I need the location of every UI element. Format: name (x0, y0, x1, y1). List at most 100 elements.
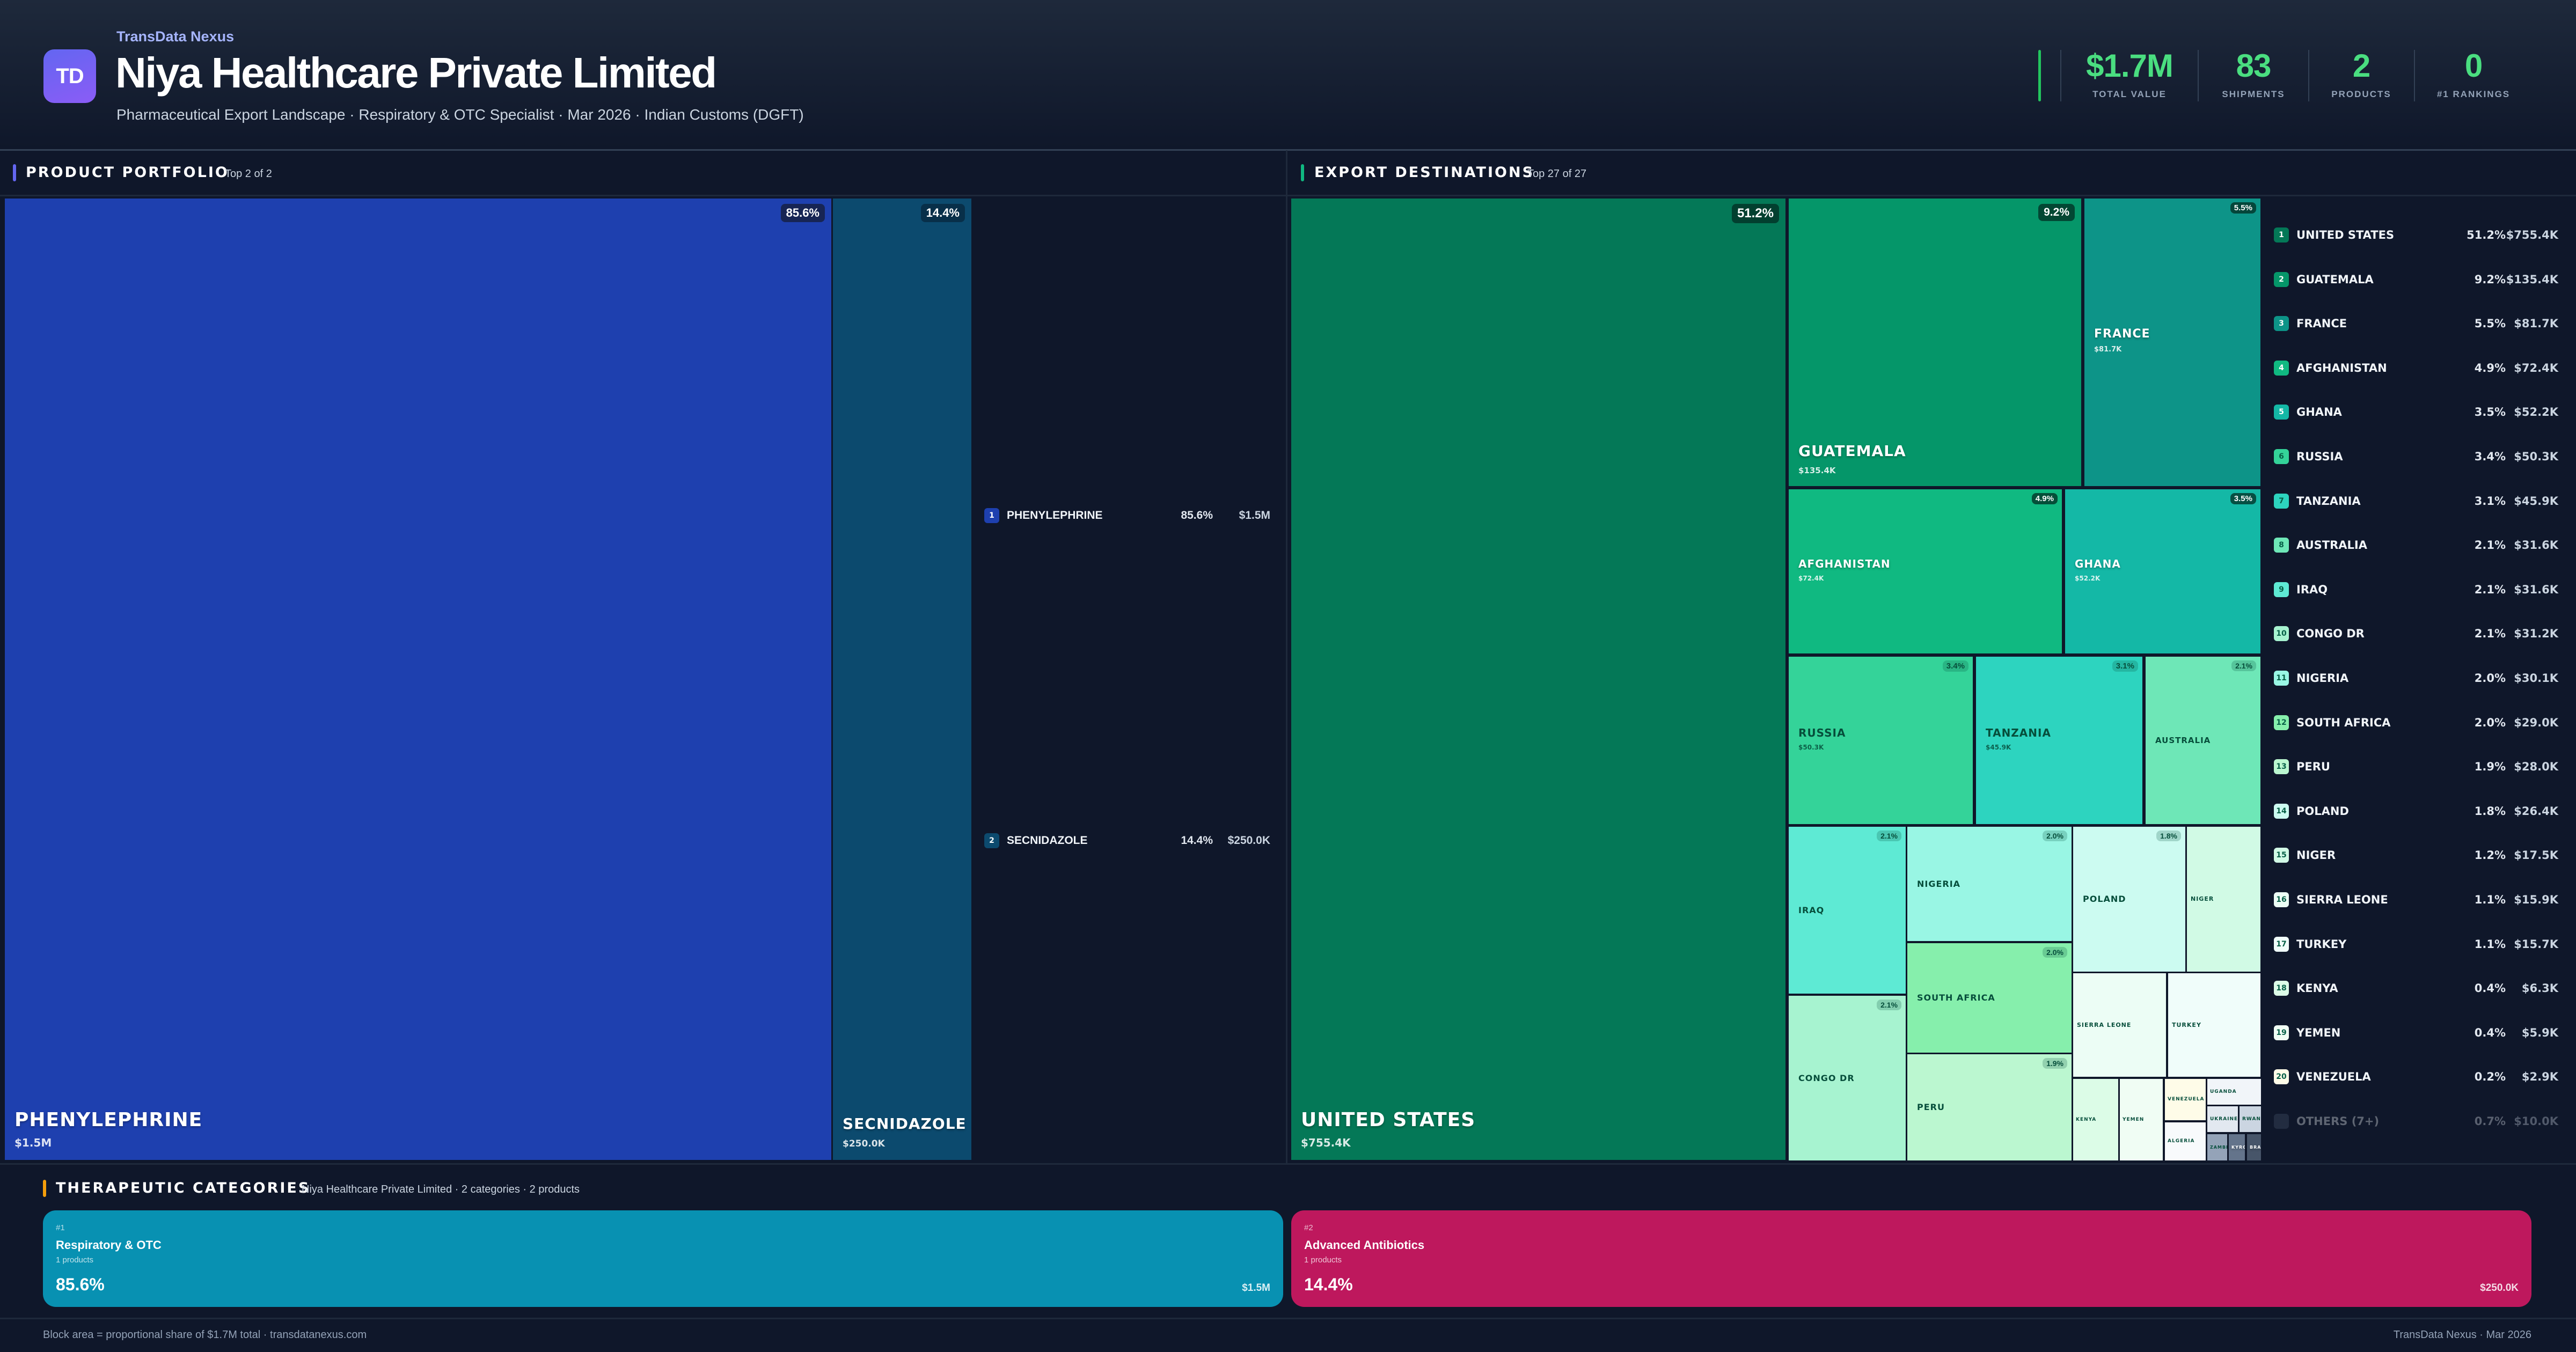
legend-row[interactable]: 16 SIERRA LEONE 1.1% $15.9K (2274, 890, 2574, 909)
country-name: TANZANIA (1986, 726, 2051, 739)
product-cell[interactable]: PHENYLEPHRINE $1.5M 85.6% (5, 199, 831, 1160)
legend-name: SOUTH AFRICA (2296, 716, 2391, 729)
legend-row[interactable]: 9 IRAQ 2.1% $31.6K (2274, 580, 2574, 599)
country-name: VENEZUELA (2168, 1097, 2205, 1103)
country-name: UGANDA (2210, 1089, 2237, 1094)
pct-badge: 3.1% (2112, 660, 2138, 672)
stat-label: PRODUCTS (2331, 89, 2391, 99)
destination-cell[interactable]: GHANA $52.2K 3.5% (2065, 489, 2260, 653)
destination-cell[interactable]: UNITED STATES $755.4K 51.2% (1291, 199, 1785, 1160)
legend-row[interactable]: 14 POLAND 1.8% $26.4K (2274, 802, 2574, 821)
legend-value: $15.7K (2514, 937, 2558, 951)
destination-cell[interactable]: KYRGYZSTAN (2229, 1134, 2245, 1160)
destination-cell[interactable]: YEMEN (2120, 1079, 2163, 1160)
destination-cell[interactable]: UKRAINE (2207, 1106, 2238, 1132)
country-name: BRAZIL (2250, 1144, 2261, 1150)
category-rank: #1 (56, 1223, 65, 1232)
destination-cell[interactable]: RUSSIA $50.3K 3.4% (1789, 657, 1973, 824)
stat-divider (2308, 50, 2309, 101)
destination-cell[interactable]: TURKEY (2168, 973, 2260, 1077)
country-name: NIGERIA (1917, 878, 1961, 889)
destination-cell[interactable]: ZAMBIA (2207, 1134, 2227, 1160)
legend-row[interactable]: 8 AUSTRALIA 2.1% $31.6K (2274, 535, 2574, 555)
legend-name: FRANCE (2296, 317, 2347, 330)
legend-value: $52.2K (2514, 406, 2558, 419)
legend-row[interactable]: 5 GHANA 3.5% $52.2K (2274, 402, 2574, 422)
legend-value: $81.7K (2514, 317, 2558, 330)
destination-cell[interactable]: ALGERIA (2165, 1122, 2206, 1160)
legend-name: TURKEY (2296, 937, 2347, 951)
rank-badge: 11 (2274, 671, 2289, 686)
rank-badge: 3 (2274, 316, 2289, 332)
destination-cell[interactable]: BRAZIL (2247, 1134, 2261, 1160)
destination-cell[interactable]: AFGHANISTAN $72.4K 4.9% (1789, 489, 2062, 653)
stat-value: 2 (2352, 48, 2370, 84)
legend-value: $31.2K (2514, 627, 2558, 641)
legend-row[interactable]: 6 RUSSIA 3.4% $50.3K (2274, 447, 2574, 466)
legend-row[interactable]: 11 NIGERIA 2.0% $30.1K (2274, 668, 2574, 688)
legend-pct: 3.5% (2474, 406, 2506, 419)
legend-row[interactable]: 19 YEMEN 0.4% $5.9K (2274, 1023, 2574, 1042)
legend-value: $29.0K (2514, 716, 2558, 729)
legend-name: YEMEN (2296, 1026, 2341, 1039)
pct-badge: 3.4% (1942, 660, 1968, 672)
legend-value: $26.4K (2514, 804, 2558, 818)
legend-row[interactable]: 7 TANZANIA 3.1% $45.9K (2274, 491, 2574, 511)
country-value: $81.7K (2094, 346, 2122, 354)
rank-badge: 15 (2274, 848, 2289, 863)
destination-cell[interactable]: IRAQ 2.1% (1789, 827, 1906, 994)
destination-cell[interactable]: PERU 1.9% (1907, 1054, 2072, 1160)
rank-badge: 12 (2274, 715, 2289, 730)
destination-cell[interactable]: GUATEMALA $135.4K 9.2% (1789, 199, 2081, 486)
category-card[interactable]: #1 Respiratory & OTC 1 products 85.6% $1… (43, 1210, 1283, 1307)
legend-name: VENEZUELA (2296, 1070, 2371, 1084)
legend-row[interactable]: OTHERS (7+) 0.7% $10.0K (2274, 1112, 2574, 1131)
legend-row[interactable]: 2 SECNIDAZOLE 14.4% $250.0K (984, 831, 1285, 850)
destination-cell[interactable]: NIGERIA 2.0% (1907, 827, 2072, 941)
legend-row[interactable]: 3 FRANCE 5.5% $81.7K (2274, 314, 2574, 333)
legend-row[interactable]: 18 KENYA 0.4% $6.3K (2274, 979, 2574, 998)
legend-row[interactable]: 17 TURKEY 1.1% $15.7K (2274, 935, 2574, 954)
country-value: $72.4K (1798, 575, 1824, 582)
destination-cell[interactable]: POLAND 1.8% (2073, 827, 2185, 972)
legend-row[interactable]: 20 VENEZUELA 0.2% $2.9K (2274, 1067, 2574, 1086)
legend-name: NIGER (2296, 849, 2336, 862)
destination-cell[interactable]: FRANCE $81.7K 5.5% (2084, 199, 2260, 486)
legend-row[interactable]: 15 NIGER 1.2% $17.5K (2274, 846, 2574, 865)
legend-value: $28.0K (2514, 760, 2558, 774)
legend-pct: 3.4% (2474, 450, 2506, 463)
legend-row[interactable]: 4 AFGHANISTAN 4.9% $72.4K (2274, 358, 2574, 378)
destination-cell[interactable]: KENYA (2073, 1079, 2118, 1160)
brand-name: TransData Nexus (116, 28, 235, 45)
country-name: YEMEN (2123, 1116, 2145, 1122)
legend-name: UNITED STATES (2296, 229, 2395, 241)
pct-badge: 1.8% (2156, 831, 2181, 841)
stat-divider (2060, 50, 2061, 101)
destination-cell[interactable]: VENEZUELA (2165, 1079, 2206, 1120)
destination-cell[interactable]: UGANDA (2207, 1079, 2261, 1105)
legend-row[interactable]: 13 PERU 1.9% $28.0K (2274, 757, 2574, 776)
destination-cell[interactable]: RWANDA (2240, 1106, 2261, 1132)
destination-cell[interactable]: SIERRA LEONE (2073, 973, 2166, 1077)
legend-value: $17.5K (2514, 849, 2558, 862)
destination-cell[interactable]: SOUTH AFRICA 2.0% (1907, 943, 2072, 1053)
country-name: ALGERIA (2168, 1138, 2195, 1144)
category-card[interactable]: #2 Advanced Antibiotics 1 products 14.4%… (1291, 1210, 2531, 1307)
legend-pct: 2.0% (2474, 672, 2506, 685)
country-value: $135.4K (1798, 466, 1836, 475)
legend-row[interactable]: 2 GUATEMALA 9.2% $135.4K (2274, 270, 2574, 289)
legend-row[interactable]: 12 SOUTH AFRICA 2.0% $29.0K (2274, 713, 2574, 732)
legend-value: $50.3K (2514, 450, 2558, 463)
destination-cell[interactable]: TANZANIA $45.9K 3.1% (1976, 657, 2142, 824)
legend-row[interactable]: 10 CONGO DR 2.1% $31.2K (2274, 624, 2574, 643)
product-cell[interactable]: SECNIDAZOLE $250.0K 14.4% (833, 199, 971, 1160)
destination-cell[interactable]: CONGO DR 2.1% (1789, 996, 1906, 1160)
legend-value: $135.4K (2506, 273, 2558, 286)
category-rank: #2 (1304, 1223, 1313, 1232)
legend-row[interactable]: 1 UNITED STATES 51.2% $755.4K (2274, 225, 2574, 245)
destination-cell[interactable]: AUSTRALIA 2.1% (2146, 657, 2260, 824)
legend-row[interactable]: 1 PHENYLEPHRINE 85.6% $1.5M (984, 506, 1285, 525)
destination-cell[interactable]: NIGER (2187, 827, 2260, 972)
legend-pct: 1.2% (2474, 849, 2506, 862)
rank-badge: 5 (2274, 405, 2289, 420)
